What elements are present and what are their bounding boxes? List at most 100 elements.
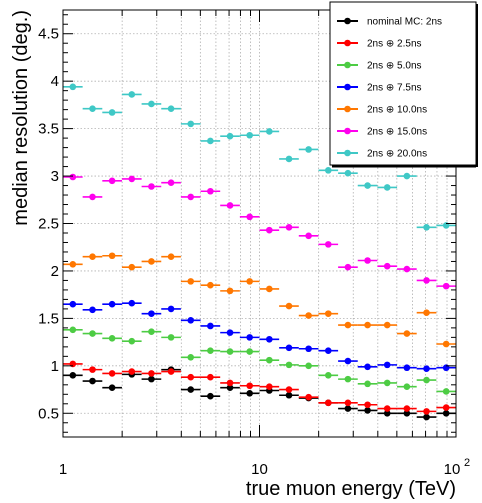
data-point (187, 373, 195, 381)
data-point (207, 347, 214, 354)
data-point (403, 405, 411, 412)
data-point (226, 202, 234, 209)
data-point (423, 413, 430, 421)
data-point (285, 302, 293, 310)
data-point (324, 310, 332, 317)
data-point (246, 334, 253, 341)
data-point (226, 132, 234, 140)
x-tick-label: 10 (251, 461, 268, 478)
x-tick-label: 10 (444, 461, 461, 478)
data-point (108, 109, 116, 116)
data-point (246, 382, 253, 390)
legend-entry-label: 2ns ⊕ 15.0ns (367, 127, 427, 138)
data-point (266, 335, 273, 343)
data-point (324, 372, 332, 379)
legend-entry-label: 2ns ⊕ 10.0ns (367, 105, 427, 116)
data-point (148, 310, 155, 317)
data-point (128, 263, 136, 271)
y-tick-label: 4 (51, 73, 59, 90)
data-point (167, 334, 175, 341)
data-point (128, 91, 136, 98)
data-point (403, 383, 411, 391)
data-point (187, 193, 195, 201)
data-point (226, 287, 234, 295)
series-2ns-15-0ns (63, 173, 456, 290)
data-point (69, 261, 77, 268)
data-point (128, 299, 136, 307)
y-tick-label: 1.5 (38, 310, 59, 327)
data-point (187, 353, 195, 361)
data-point (167, 253, 175, 261)
data-point (403, 364, 411, 372)
data-point (383, 405, 391, 412)
data-point (305, 146, 312, 153)
y-tick-label: 2 (51, 263, 59, 280)
data-point (89, 193, 96, 201)
data-point (167, 179, 175, 186)
legend-entry-label: 2ns ⊕ 7.5ns (367, 83, 422, 94)
data-point (364, 321, 371, 329)
legend-swatch-marker (344, 105, 351, 113)
data-point (442, 282, 450, 290)
data-point (324, 167, 332, 174)
data-point (364, 380, 371, 388)
data-point (285, 386, 293, 393)
data-point (69, 173, 77, 181)
data-point (207, 187, 214, 195)
data-point (246, 348, 253, 355)
data-point (403, 409, 411, 417)
data-point (246, 278, 253, 285)
data-point (148, 258, 155, 265)
data-point (246, 131, 253, 139)
data-point (324, 399, 332, 407)
data-point (305, 362, 312, 370)
data-point (423, 408, 430, 415)
data-point (364, 401, 371, 409)
data-point (285, 223, 293, 231)
y-tick-label: 2.5 (38, 216, 59, 233)
data-point (108, 384, 116, 391)
data-point (383, 361, 391, 369)
data-point (108, 335, 116, 342)
data-point (344, 321, 352, 329)
data-point (226, 384, 234, 391)
data-point (344, 405, 352, 412)
data-point (167, 305, 175, 313)
data-point (148, 370, 155, 377)
series-2ns-10-0ns (63, 252, 456, 348)
data-point (187, 386, 195, 393)
data-point (324, 347, 332, 354)
data-point (128, 368, 136, 375)
data-point (403, 265, 411, 273)
data-point (69, 326, 77, 334)
data-point (128, 337, 136, 345)
data-point (89, 330, 96, 337)
y-tick-label: 3 (51, 168, 59, 185)
data-point (266, 383, 273, 391)
x-axis-title: true muon energy (TeV) (246, 478, 456, 500)
data-point (285, 391, 293, 399)
data-point (207, 281, 214, 289)
data-point (167, 105, 175, 112)
data-point (187, 120, 195, 128)
data-point (423, 277, 430, 284)
data-point (423, 309, 430, 316)
data-series (63, 83, 456, 421)
data-point (207, 322, 214, 330)
data-point (108, 177, 116, 185)
data-point (305, 232, 312, 240)
data-point (423, 376, 430, 384)
legend-entry-label: 2ns ⊕ 20.0ns (367, 149, 427, 160)
data-point (442, 388, 450, 395)
y-axis-title: median resolution (deg.) (10, 10, 32, 226)
data-point (383, 184, 391, 191)
data-point (423, 365, 430, 372)
data-point (364, 182, 371, 189)
legend-entry-label: nominal MC: 2ns (367, 17, 442, 28)
data-point (266, 356, 273, 364)
data-point (403, 330, 411, 337)
data-point (187, 316, 195, 324)
legend-swatch-marker (344, 17, 351, 25)
data-point (108, 370, 116, 377)
data-point (266, 226, 273, 234)
